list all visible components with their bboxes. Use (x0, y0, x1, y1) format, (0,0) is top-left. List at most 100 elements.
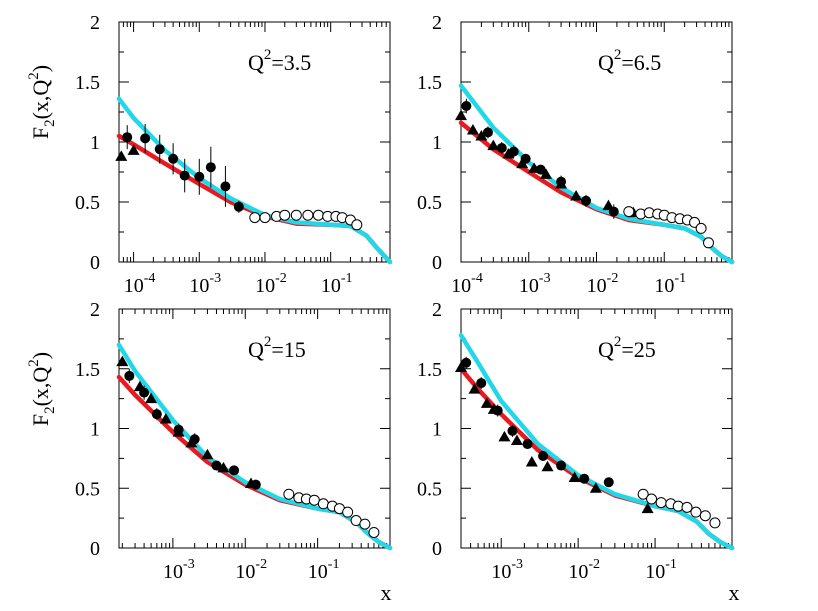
data-point-open-circle (699, 510, 711, 522)
y-tick-label: 2 (432, 12, 442, 34)
data-point-filled-circle (194, 171, 205, 182)
data-point-filled-circle (229, 465, 240, 476)
data-point-triangle (540, 168, 553, 179)
data-point-filled-circle (122, 132, 133, 143)
data-point-filled-circle (496, 143, 507, 153)
x-tick-label: 10-3 (189, 271, 221, 297)
filled-circles-series (124, 368, 261, 490)
data-point-open-circle (690, 506, 702, 518)
y-axis-label: F2(x,Q2) (26, 65, 58, 139)
data-point-open-circle (302, 209, 314, 221)
data-point-filled-circle (522, 439, 533, 450)
x-tick-label: 10-1 (308, 557, 340, 583)
y-tick-label: 1 (90, 419, 100, 441)
x-tick-label: 10-3 (519, 271, 551, 297)
data-point-open-circle (351, 219, 363, 231)
data-point-triangle (455, 361, 467, 373)
y-tick-label: 0.5 (75, 478, 100, 500)
data-point-filled-circle (124, 370, 135, 381)
x-tick-label: 10-4 (124, 271, 156, 297)
data-point-triangle (475, 130, 488, 141)
data-point-open-circle (359, 518, 371, 530)
data-point-open-circle (259, 212, 271, 224)
data-point-filled-circle (482, 127, 493, 138)
data-point-open-circle (290, 209, 302, 221)
x-tick-label: 10-2 (587, 271, 619, 297)
filled-triangles-series (455, 361, 654, 514)
data-point-triangle (217, 461, 230, 473)
panel-top-right: 0 0.5 1 1.5 2 10-4 10-3 10-2 10-1 Q2=6.5 (417, 12, 735, 297)
red-curve (458, 366, 735, 551)
data-point-filled-circle (220, 181, 231, 192)
data-point-triangle (115, 150, 128, 161)
data-point-triangle (570, 190, 583, 201)
x-axis-label: x (729, 580, 740, 605)
panel-bottom-left: 0 0.5 1 1.5 2 10-3 10-2 10-1 Q2=15 F2(x,Q2) (26, 299, 393, 583)
data-point-triangle (487, 139, 500, 151)
data-point-filled-circle (233, 201, 244, 212)
y-tick-label: 1.5 (75, 359, 100, 381)
x-tick-label: 10-2 (568, 557, 600, 583)
x-tick-label: 10-2 (255, 271, 287, 297)
y-tick-label: 2 (432, 299, 442, 321)
y-tick-label: 2 (90, 299, 100, 321)
data-point-open-circle (623, 206, 635, 218)
filled-circles-series (122, 124, 244, 213)
data-point-filled-circle (168, 153, 179, 164)
data-point-open-circle (308, 494, 320, 506)
y-tick-label: 1 (432, 419, 442, 441)
y-tick-label: 0 (90, 538, 100, 560)
data-point-filled-circle (461, 101, 472, 111)
y-axis-label: F2(x,Q2) (26, 352, 58, 426)
filled-triangles-series (455, 109, 640, 218)
data-point-open-circle (703, 237, 715, 249)
x-tick-label: 10-1 (645, 557, 677, 583)
data-point-triangle (516, 157, 529, 169)
data-point-open-circle (279, 209, 291, 221)
x-tick-label: 10-4 (451, 271, 483, 297)
panel-bottom-right: 0 0.5 1 1.5 2 10-3 10-2 10-1 Q2=25 x (417, 299, 740, 605)
y-tick-label: 2 (90, 12, 100, 34)
data-point-triangle (244, 477, 257, 488)
q2-label: Q2=6.5 (598, 47, 661, 75)
cyan-curve (116, 96, 393, 265)
cyan-curve (458, 83, 735, 265)
data-point-triangle (145, 392, 158, 404)
data-point-open-circle (681, 501, 693, 513)
data-point-triangle (555, 178, 568, 189)
data-point-triangle (589, 482, 602, 493)
data-point-open-circle (312, 209, 324, 221)
open-circles-series (637, 488, 721, 529)
data-point-filled-circle (603, 477, 614, 488)
x-axis-label-left: x (381, 580, 392, 605)
data-point-filled-circle (556, 460, 567, 471)
data-point-filled-circle (461, 357, 472, 368)
data-point-triangle (185, 436, 198, 448)
data-point-triangle (510, 434, 523, 445)
y-tick-label: 0.5 (417, 478, 442, 500)
data-point-open-circle (695, 222, 707, 234)
data-point-filled-circle (579, 473, 590, 484)
filled-triangles-series (115, 144, 140, 161)
data-point-triangle (201, 448, 214, 460)
data-point-filled-circle (538, 450, 549, 461)
data-point-filled-circle (179, 170, 190, 181)
data-point-triangle (528, 162, 541, 173)
y-tick-label: 0 (432, 538, 442, 560)
data-point-triangle (455, 109, 467, 121)
data-point-triangle (498, 430, 511, 442)
data-point-triangle (172, 426, 185, 437)
data-point-triangle (480, 397, 493, 408)
data-point-triangle (127, 144, 140, 155)
data-point-filled-circle (154, 144, 165, 155)
x-tick-label: 10-3 (163, 557, 195, 583)
y-tick-label: 1.5 (417, 359, 442, 381)
y-tick-label: 1.5 (417, 72, 442, 94)
data-point-open-circle (368, 526, 380, 538)
panel-top-left: 0 0.5 1 1.5 2 10-4 10-3 10-2 10-1 Q2=3.5 F2(x,Q2) (26, 12, 393, 297)
data-point-triangle (568, 471, 581, 482)
data-point-triangle (487, 403, 500, 414)
y-tick-label: 1.5 (75, 72, 100, 94)
cyan-curve (116, 342, 393, 551)
